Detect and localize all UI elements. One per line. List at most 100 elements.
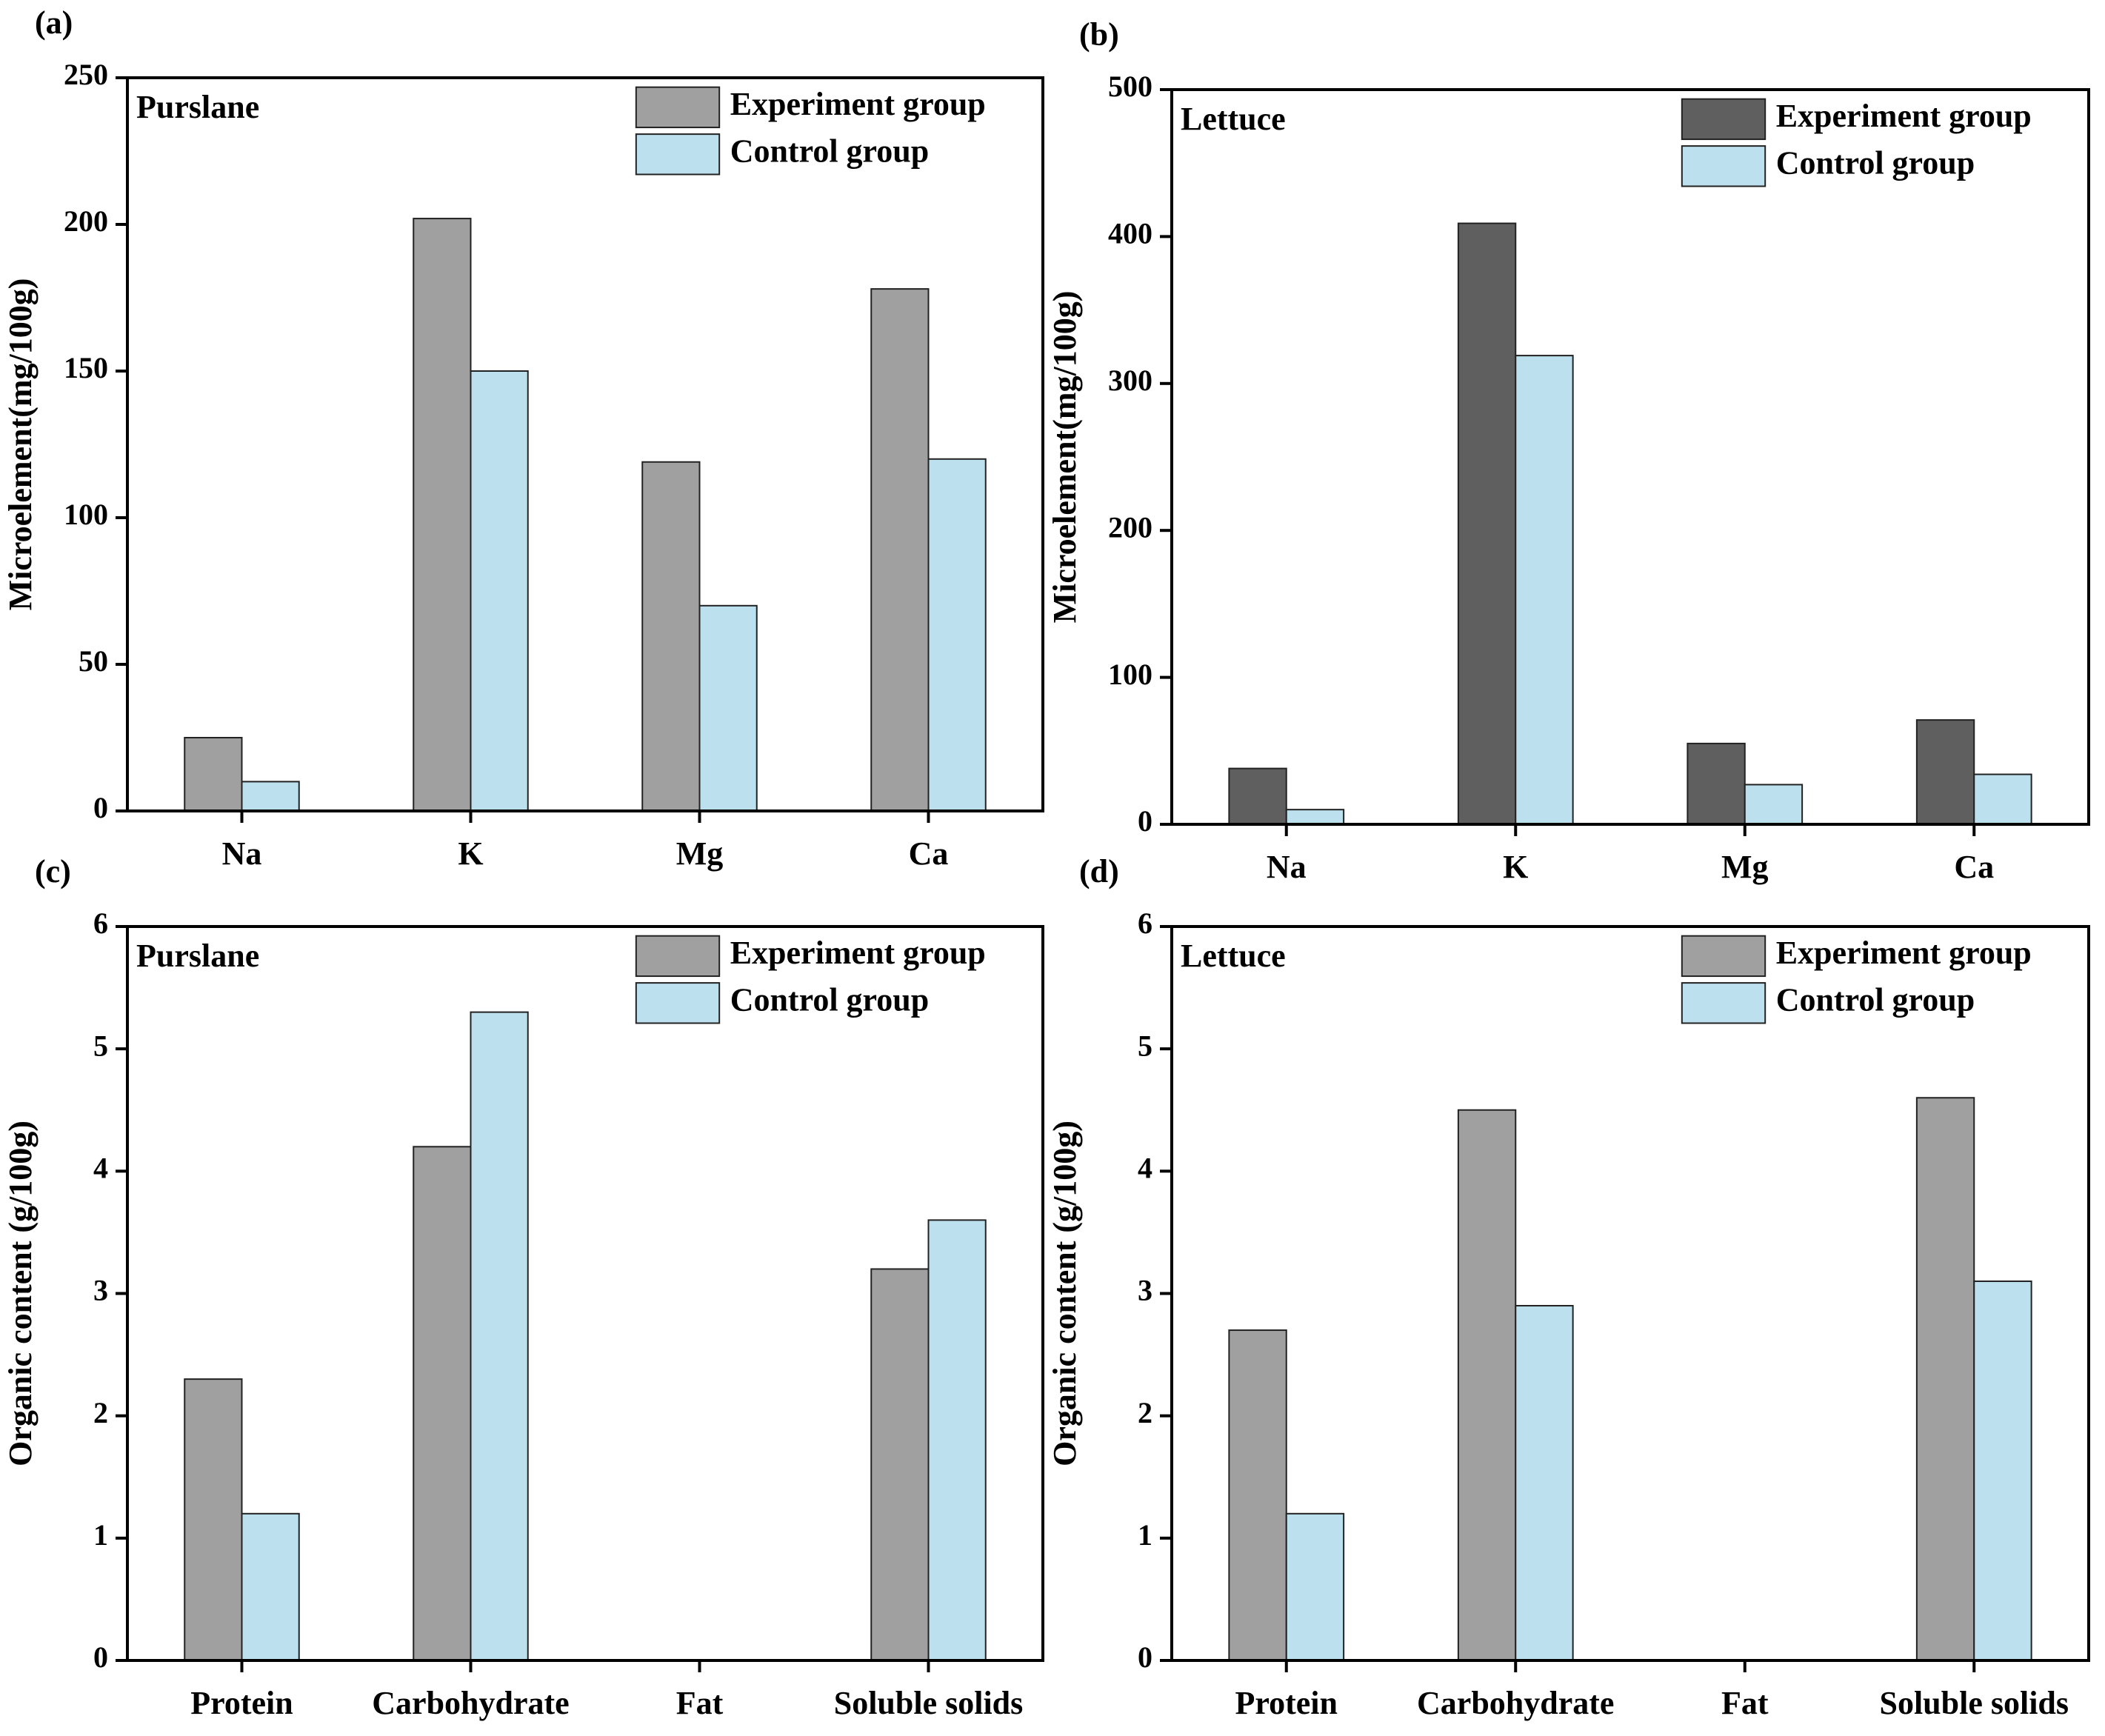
x-tick-label: K (458, 835, 483, 872)
bar (241, 781, 300, 812)
bar (870, 288, 930, 812)
bar (1285, 1512, 1345, 1662)
plot-frame (1170, 88, 2090, 826)
panel-label: (c) (35, 853, 71, 889)
x-tick-label: Ca (909, 835, 949, 872)
chart-title: Lettuce (1181, 938, 1286, 974)
y-tick-label: 3 (93, 1274, 108, 1307)
bar (1744, 784, 1804, 826)
legend-label: Experiment group (730, 935, 986, 971)
bar (1457, 222, 1517, 825)
x-tick-label: Soluble solids (1879, 1685, 2069, 1721)
legend-label: Control group (1776, 981, 1975, 1018)
x-tick-label: Carbohydrate (1417, 1685, 1614, 1721)
legend-swatch (1681, 98, 1767, 141)
y-tick-label: 1 (1138, 1518, 1152, 1552)
legend-swatch (635, 86, 721, 129)
x-tick-label: Na (222, 835, 262, 872)
y-axis-label: Organic content (g/100g) (1047, 1121, 1083, 1466)
y-tick-label: 5 (93, 1029, 108, 1062)
y-tick-label: 5 (1138, 1029, 1152, 1062)
legend-swatch (1681, 145, 1767, 187)
x-tick-label: K (1503, 849, 1528, 885)
panel-label: (b) (1079, 16, 1119, 53)
y-tick-label: 2 (1138, 1396, 1152, 1429)
y-tick-label: 400 (1108, 217, 1152, 250)
bar (927, 1219, 987, 1661)
y-tick-label: 100 (1108, 658, 1152, 691)
y-axis-label: Organic content (g/100g) (2, 1121, 39, 1466)
y-axis-label: Microelement(mg/100g) (2, 278, 39, 611)
y-tick-label: 1 (93, 1518, 108, 1552)
legend-label: Control group (730, 133, 930, 169)
bar (184, 1378, 243, 1662)
legend-label: Experiment group (730, 86, 986, 122)
y-tick-label: 0 (93, 1640, 108, 1674)
legend-swatch (635, 133, 721, 176)
x-tick-label: Fat (676, 1685, 724, 1721)
y-tick-label: 200 (1108, 510, 1152, 544)
x-tick-label: Fat (1721, 1685, 1769, 1721)
legend-swatch (1681, 935, 1767, 978)
legend-label: Control group (1776, 144, 1975, 181)
bar (1228, 767, 1287, 826)
y-tick-label: 150 (64, 351, 108, 384)
y-tick-label: 500 (1108, 70, 1152, 103)
bar (927, 458, 987, 812)
y-tick-label: 3 (1138, 1274, 1152, 1307)
chart-title: Lettuce (1181, 101, 1286, 137)
x-tick-label: Protein (1235, 1685, 1338, 1721)
y-tick-label: 6 (1138, 907, 1152, 940)
x-tick-label: Na (1267, 849, 1307, 885)
chart-title: Purslane (136, 938, 259, 974)
bar (413, 1146, 472, 1662)
x-tick-label: Protein (190, 1685, 293, 1721)
y-tick-label: 2 (93, 1396, 108, 1429)
bar (1973, 1280, 2032, 1661)
plot-frame (126, 76, 1044, 812)
bar (1457, 1109, 1517, 1661)
bar (1687, 742, 1746, 826)
y-tick-label: 200 (64, 204, 108, 238)
bar (870, 1268, 930, 1661)
legend-label: Experiment group (1776, 935, 2032, 971)
legend-label: Experiment group (1776, 98, 2032, 134)
bar (1228, 1329, 1287, 1662)
y-tick-label: 250 (64, 58, 108, 91)
y-tick-label: 4 (93, 1152, 108, 1185)
panel-label: (a) (35, 4, 73, 41)
y-tick-label: 100 (64, 498, 108, 531)
x-tick-label: Mg (676, 835, 724, 872)
plot-frame (1170, 925, 2090, 1662)
x-tick-label: Soluble solids (834, 1685, 1024, 1721)
bar (184, 737, 243, 812)
legend-label: Control group (730, 981, 930, 1018)
bar (1973, 773, 2032, 825)
y-tick-label: 0 (1138, 1640, 1152, 1674)
bar (241, 1512, 300, 1662)
bar (470, 1011, 529, 1662)
panel-label: (d) (1079, 853, 1119, 889)
bar (698, 604, 758, 812)
y-tick-label: 4 (1138, 1152, 1152, 1185)
legend-swatch (635, 982, 721, 1024)
bar (470, 370, 529, 812)
bar (413, 218, 472, 812)
legend-swatch (635, 935, 721, 978)
bar (1915, 719, 1975, 825)
y-tick-label: 50 (79, 644, 108, 678)
bar (1915, 1097, 1975, 1661)
bar (1515, 1305, 1574, 1662)
y-tick-label: 0 (1138, 804, 1152, 838)
bar (641, 461, 701, 812)
y-axis-label: Microelement(mg/100g) (1047, 291, 1083, 624)
y-tick-label: 300 (1108, 364, 1152, 397)
y-tick-label: 0 (93, 791, 108, 824)
bar (1285, 809, 1345, 826)
bar (1515, 355, 1574, 825)
chart-title: Purslane (136, 89, 259, 125)
legend-swatch (1681, 982, 1767, 1024)
x-tick-label: Carbohydrate (372, 1685, 569, 1721)
y-tick-label: 6 (93, 907, 108, 940)
